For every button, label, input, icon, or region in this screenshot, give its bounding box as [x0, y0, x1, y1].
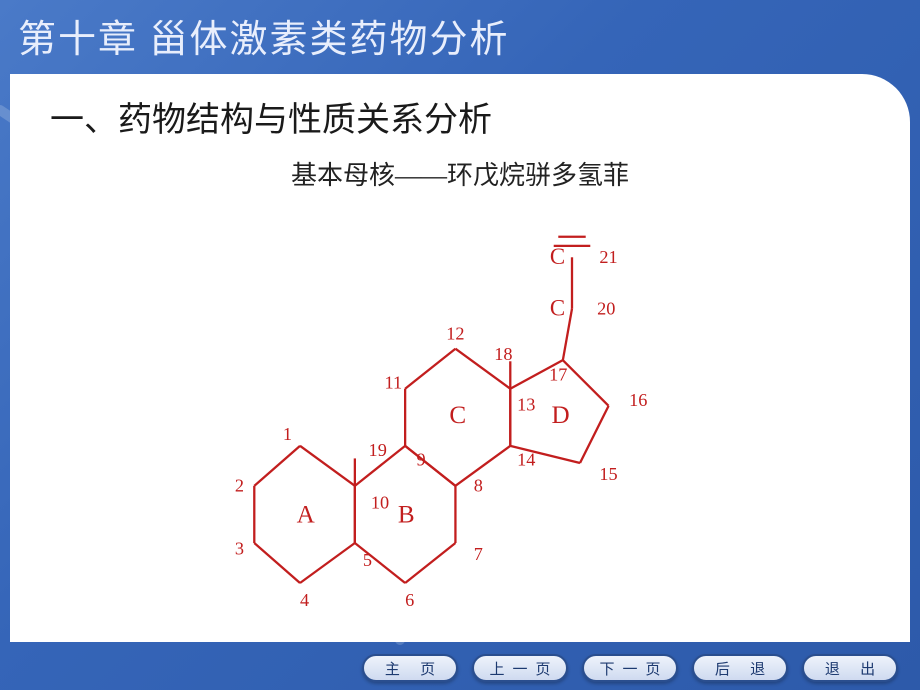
svg-text:8: 8: [474, 476, 483, 496]
nav-exit-button[interactable]: 退 出: [802, 654, 898, 682]
svg-text:A: A: [297, 501, 315, 528]
svg-text:20: 20: [597, 298, 615, 318]
svg-text:5: 5: [363, 550, 372, 570]
svg-text:9: 9: [417, 449, 426, 469]
nav-bar: 主 页 上一页 下一页 后 退 退 出: [0, 646, 920, 690]
steroid-diagram: ABCD123456789101112131415161718192021CC: [10, 204, 910, 642]
svg-text:16: 16: [629, 390, 647, 410]
nav-home-button[interactable]: 主 页: [362, 654, 458, 682]
svg-text:1: 1: [283, 424, 292, 444]
svg-text:11: 11: [385, 373, 403, 393]
svg-text:D: D: [551, 402, 569, 429]
svg-text:14: 14: [517, 449, 535, 469]
nav-prev-button[interactable]: 上一页: [472, 654, 568, 682]
svg-text:17: 17: [549, 365, 567, 385]
nav-back-button[interactable]: 后 退: [692, 654, 788, 682]
svg-text:C: C: [449, 402, 466, 429]
subtitle: 基本母核——环戊烷骈多氢菲: [50, 155, 870, 192]
chapter-title: 第十章 甾体激素类药物分析: [0, 0, 920, 70]
nav-next-button[interactable]: 下一页: [582, 654, 678, 682]
svg-text:4: 4: [300, 590, 309, 610]
slide: 第十章 甾体激素类药物分析 一、药物结构与性质关系分析 基本母核——环戊烷骈多氢…: [0, 0, 920, 690]
svg-text:12: 12: [446, 324, 464, 344]
svg-text:6: 6: [405, 590, 414, 610]
svg-text:2: 2: [235, 476, 244, 496]
section-title: 一、药物结构与性质关系分析: [50, 92, 870, 141]
svg-text:7: 7: [474, 544, 483, 564]
svg-text:C: C: [550, 296, 565, 321]
svg-text:19: 19: [369, 440, 387, 460]
svg-text:B: B: [398, 501, 415, 528]
svg-text:C: C: [550, 244, 565, 269]
svg-text:18: 18: [494, 344, 512, 364]
svg-text:15: 15: [599, 464, 617, 484]
svg-text:10: 10: [371, 493, 389, 513]
content-panel: 一、药物结构与性质关系分析 基本母核——环戊烷骈多氢菲 ABCD12345678…: [10, 74, 910, 642]
svg-text:21: 21: [599, 247, 617, 267]
svg-text:13: 13: [517, 394, 535, 414]
svg-text:3: 3: [235, 538, 244, 558]
